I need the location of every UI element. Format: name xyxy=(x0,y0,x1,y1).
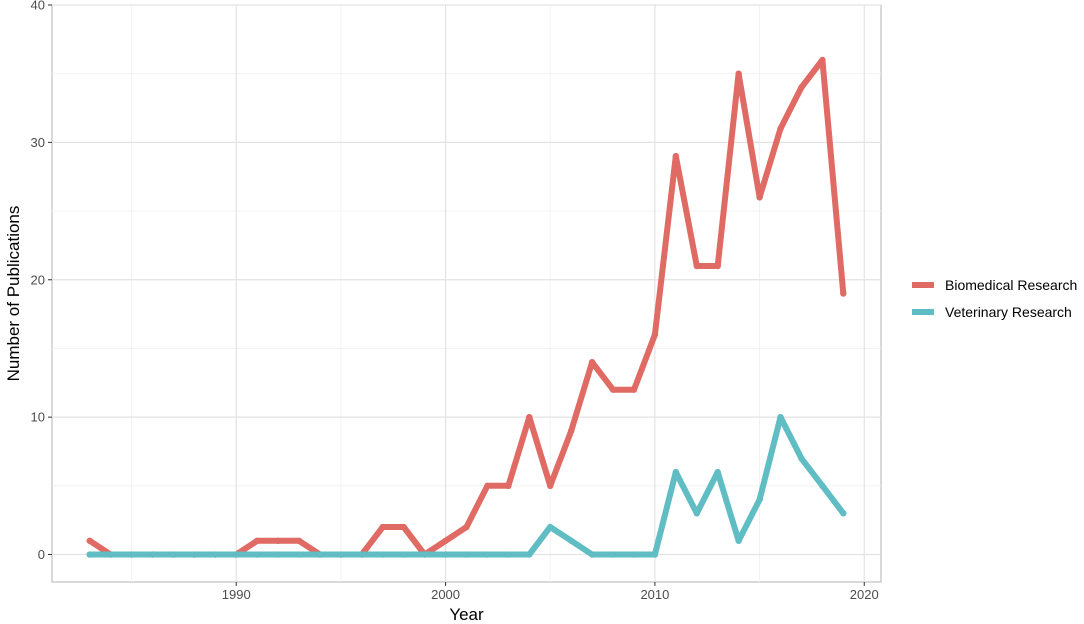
plot-area xyxy=(51,4,882,583)
data-point-veterinary-research xyxy=(233,551,240,558)
data-point-veterinary-research xyxy=(505,551,512,558)
data-point-veterinary-research xyxy=(170,551,177,558)
data-point-veterinary-research xyxy=(86,551,93,558)
y-tick-label: 20 xyxy=(31,272,45,287)
data-point-veterinary-research xyxy=(777,413,784,421)
legend-label-biomedical-research: Biomedical Research xyxy=(945,277,1077,293)
y-tick-label: 30 xyxy=(31,135,45,150)
y-tick-label: 10 xyxy=(31,410,45,425)
data-point-veterinary-research xyxy=(526,551,533,558)
data-point-biomedical-research xyxy=(547,482,554,490)
data-point-veterinary-research xyxy=(421,551,428,558)
data-point-veterinary-research xyxy=(379,551,386,558)
plot-panel xyxy=(51,4,882,583)
data-point-veterinary-research xyxy=(588,551,596,558)
data-point-veterinary-research xyxy=(819,482,826,490)
x-axis-title: Year xyxy=(449,605,484,624)
data-point-veterinary-research xyxy=(484,551,491,558)
data-point-biomedical-research xyxy=(840,290,847,297)
y-axis-title: Number of Publications xyxy=(4,206,23,382)
data-point-veterinary-research xyxy=(735,537,742,544)
legend: Biomedical Research Veterinary Research xyxy=(912,277,1077,320)
data-point-biomedical-research xyxy=(756,194,763,201)
data-point-veterinary-research xyxy=(253,551,261,558)
x-axis-ticks: 1990 2000 2010 2020 xyxy=(222,582,879,602)
data-point-veterinary-research xyxy=(609,551,617,558)
data-point-veterinary-research xyxy=(840,510,847,517)
data-point-veterinary-research xyxy=(107,551,114,558)
data-point-biomedical-research xyxy=(505,482,512,490)
data-point-biomedical-research xyxy=(651,331,659,338)
x-tick-label: 2010 xyxy=(640,587,669,602)
data-point-veterinary-research xyxy=(191,551,198,558)
data-point-biomedical-research xyxy=(400,523,407,531)
data-point-biomedical-research xyxy=(714,262,721,270)
data-point-veterinary-research xyxy=(337,551,345,558)
data-point-biomedical-research xyxy=(630,386,638,393)
data-point-biomedical-research xyxy=(463,523,470,531)
x-tick-label: 2020 xyxy=(850,587,879,602)
data-point-biomedical-research xyxy=(567,427,575,435)
data-point-biomedical-research xyxy=(484,482,491,490)
data-point-veterinary-research xyxy=(316,551,324,558)
data-point-veterinary-research xyxy=(358,551,366,558)
data-point-biomedical-research xyxy=(609,386,617,393)
data-point-biomedical-research xyxy=(253,537,261,544)
data-point-veterinary-research xyxy=(463,551,470,558)
data-point-biomedical-research xyxy=(526,413,533,421)
y-tick-label: 40 xyxy=(31,0,45,13)
data-point-biomedical-research xyxy=(798,84,805,91)
data-point-veterinary-research xyxy=(672,468,680,476)
data-point-veterinary-research xyxy=(128,551,135,558)
data-point-veterinary-research xyxy=(295,551,303,558)
data-point-veterinary-research xyxy=(651,551,659,558)
y-axis-ticks: 0 10 20 30 40 xyxy=(31,0,52,562)
data-point-veterinary-research xyxy=(400,551,407,558)
data-point-veterinary-research xyxy=(274,551,282,558)
data-point-biomedical-research xyxy=(693,262,700,270)
data-point-biomedical-research xyxy=(295,537,303,544)
data-point-veterinary-research xyxy=(567,537,575,544)
data-point-veterinary-research xyxy=(693,510,700,517)
data-point-veterinary-research xyxy=(630,551,638,558)
data-point-veterinary-research xyxy=(212,551,219,558)
data-point-veterinary-research xyxy=(714,468,721,476)
data-point-biomedical-research xyxy=(274,537,282,544)
data-point-biomedical-research xyxy=(86,537,93,544)
data-point-biomedical-research xyxy=(735,70,742,77)
data-point-veterinary-research xyxy=(149,551,156,558)
y-tick-label: 0 xyxy=(38,547,45,562)
data-point-biomedical-research xyxy=(819,56,826,64)
minor-gridlines xyxy=(52,5,881,582)
data-point-biomedical-research xyxy=(672,152,680,160)
data-point-veterinary-research xyxy=(756,496,763,503)
data-point-biomedical-research xyxy=(588,358,596,366)
data-point-veterinary-research xyxy=(547,523,554,531)
data-point-veterinary-research xyxy=(442,551,449,558)
data-point-biomedical-research xyxy=(777,125,784,132)
series-layer xyxy=(86,56,847,558)
legend-label-veterinary-research: Veterinary Research xyxy=(945,304,1072,320)
data-point-veterinary-research xyxy=(798,455,805,462)
x-tick-label: 2000 xyxy=(431,587,460,602)
data-point-biomedical-research xyxy=(379,523,386,531)
x-tick-label: 1990 xyxy=(222,587,251,602)
data-point-biomedical-research xyxy=(442,537,449,544)
